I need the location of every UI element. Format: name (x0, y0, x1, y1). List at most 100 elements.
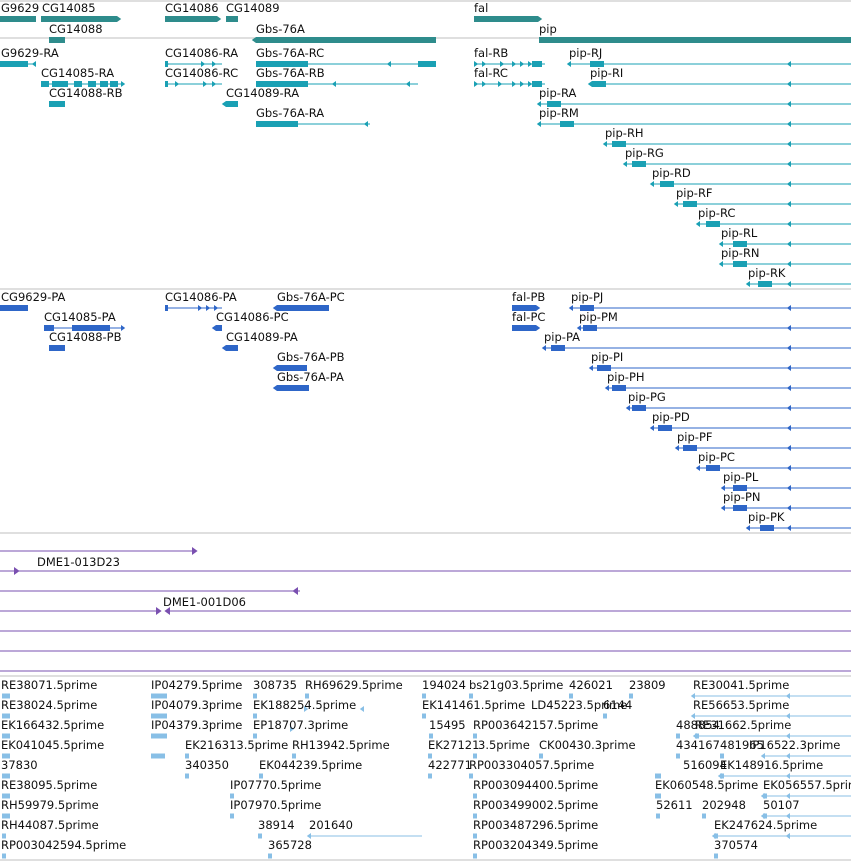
est-label[interactable]: RP003094400.5prime (473, 778, 598, 792)
transcript-label[interactable]: pip-RM (539, 106, 579, 120)
est-label[interactable]: 3.5prime (478, 738, 530, 752)
protein-label[interactable]: pip-PL (723, 470, 759, 484)
est-label[interactable]: EK27121 (428, 738, 479, 752)
est-label[interactable]: RH69629.5prime (305, 678, 403, 692)
est-label[interactable]: EK044239.5prime (259, 758, 362, 772)
est-label[interactable]: 365728 (268, 838, 312, 852)
est-label[interactable]: 23809 (629, 678, 666, 692)
protein-label[interactable]: CG14086-PC (216, 310, 289, 324)
est-label[interactable]: 38914 (258, 818, 295, 832)
est-label[interactable]: IP16522.3prime (749, 738, 840, 752)
protein-label[interactable]: pip-PF (677, 430, 713, 444)
transcript-label[interactable]: pip-RN (721, 246, 760, 260)
protein-label[interactable]: pip-PA (544, 330, 580, 344)
est-label[interactable]: bs21g03.5prime (469, 678, 563, 692)
est-label[interactable]: RE56653.5prime (693, 698, 789, 712)
transcript-label[interactable]: fal-RB (474, 46, 508, 60)
protein-label[interactable]: Gbs-76A-PB (277, 350, 345, 364)
transcript-label[interactable]: pip-RD (652, 166, 691, 180)
protein-label[interactable]: CG14086-PA (165, 290, 237, 304)
transcript-label[interactable]: Gbs-76A-RB (256, 66, 325, 80)
est-label[interactable]: RE38095.5prime (1, 778, 97, 792)
est-label[interactable]: 340350 (185, 758, 229, 772)
gene-label[interactable]: CG14088 (49, 22, 103, 36)
est-label[interactable]: EK166432.5prime (1, 718, 104, 732)
est-label[interactable]: 52611 (656, 798, 693, 812)
est-label[interactable]: EK148916.5prime (720, 758, 823, 772)
protein-label[interactable]: CG9629-PA (1, 290, 66, 304)
transcript-label[interactable]: pip-RL (721, 226, 758, 240)
transcript-label[interactable]: pip-RI (590, 66, 623, 80)
est-label[interactable]: RE30041.5prime (693, 678, 789, 692)
est-label[interactable]: CK00430.3prime (539, 738, 636, 752)
transcript-label[interactable]: CG14089-RA (226, 86, 299, 100)
est-label[interactable]: 488854 (676, 718, 720, 732)
protein-label[interactable]: CG14085-PA (44, 310, 116, 324)
est-label[interactable]: EK188254.5prime (253, 698, 356, 712)
protein-label[interactable]: pip-PI (591, 350, 623, 364)
est-label[interactable]: 516094 (683, 758, 727, 772)
protein-label[interactable]: pip-PH (607, 370, 645, 384)
protein-label[interactable]: Gbs-76A-PC (277, 290, 345, 304)
transcript-label[interactable]: pip-RC (698, 206, 735, 220)
gene-label[interactable]: CG14089 (226, 1, 280, 15)
est-label[interactable]: RP003642157.5prime (473, 718, 598, 732)
est-label[interactable]: 481965 (720, 738, 764, 752)
est-label[interactable]: IP07970.5prime (230, 798, 321, 812)
gene-label[interactable]: Gbs-76A (256, 22, 305, 36)
transcript-label[interactable]: CG14085-RA (41, 66, 114, 80)
transcript-label[interactable]: CG14086-RC (165, 66, 238, 80)
est-label[interactable]: 422771 (428, 758, 472, 772)
est-label[interactable]: EP18707.3prime (253, 718, 348, 732)
est-label[interactable]: 370574 (714, 838, 758, 852)
est-label[interactable]: RH44087.5prime (1, 818, 99, 832)
transcript-label[interactable]: pip-RH (605, 126, 644, 140)
est-label[interactable]: EK141461.5prime (422, 698, 525, 712)
est-label[interactable]: RP003042594.5prime (1, 838, 126, 852)
est-label[interactable]: 426021 (569, 678, 613, 692)
protein-label[interactable]: pip-PK (748, 510, 785, 524)
est-label[interactable]: RE31662.5prime (695, 718, 791, 732)
est-label[interactable]: LD45223.5prime (531, 698, 627, 712)
protein-label[interactable]: pip-PJ (571, 290, 603, 304)
transcript-label[interactable]: pip-RJ (569, 46, 602, 60)
transcript-label[interactable]: pip-RG (625, 146, 664, 160)
transcript-label[interactable]: pip-RF (676, 186, 713, 200)
protein-label[interactable]: CG14088-PB (49, 330, 122, 344)
est-label[interactable]: 202948 (702, 798, 746, 812)
protein-label[interactable]: pip-PN (723, 490, 760, 504)
est-label[interactable]: RE38071.5prime (1, 678, 97, 692)
protein-label[interactable]: pip-PD (652, 410, 690, 424)
est-label[interactable]: 50107 (763, 798, 800, 812)
est-label[interactable]: RP003487296.5prime (473, 818, 598, 832)
gene-label[interactable]: fal (474, 1, 488, 15)
transcript-label[interactable]: pip-RA (539, 86, 576, 100)
est-label[interactable]: 194024 (422, 678, 466, 692)
est-label[interactable]: EK060548.5prime (655, 778, 758, 792)
est-label[interactable]: IP07770.5prime (230, 778, 321, 792)
protein-label[interactable]: fal-PC (512, 310, 545, 324)
est-label[interactable]: 201640 (309, 818, 353, 832)
gene-label[interactable]: pip (539, 22, 557, 36)
est-label[interactable]: IP04379.3prime (151, 718, 242, 732)
est-label[interactable]: RP003204349.5prime (473, 838, 598, 852)
protein-label[interactable]: CG14089-PA (226, 330, 298, 344)
est-label[interactable]: RE38024.5prime (1, 698, 97, 712)
est-label[interactable]: RH59979.5prime (1, 798, 99, 812)
est-label[interactable]: 434167 (676, 738, 720, 752)
est-label[interactable]: 308735 (253, 678, 297, 692)
transcript-label[interactable]: CG14088-RB (49, 86, 123, 100)
est-label[interactable]: 6144 (603, 698, 632, 712)
transcript-label[interactable]: pip-RK (748, 266, 786, 280)
est-label[interactable]: 37830 (1, 758, 38, 772)
est-label[interactable]: RP003304057.5prime (469, 758, 594, 772)
gene-label[interactable]: CG14086 (165, 1, 219, 15)
est-label[interactable]: EK247624.5prime (714, 818, 817, 832)
gene-label[interactable]: G9629 (1, 1, 39, 15)
est-label[interactable]: EK056557.5prime (763, 778, 851, 792)
clone-label[interactable]: DME1-013D23 (37, 555, 120, 569)
est-label[interactable]: IP04079.3prime (151, 698, 242, 712)
transcript-label[interactable]: fal-RC (474, 66, 508, 80)
protein-label[interactable]: pip-PG (628, 390, 666, 404)
protein-label[interactable]: fal-PB (512, 290, 545, 304)
